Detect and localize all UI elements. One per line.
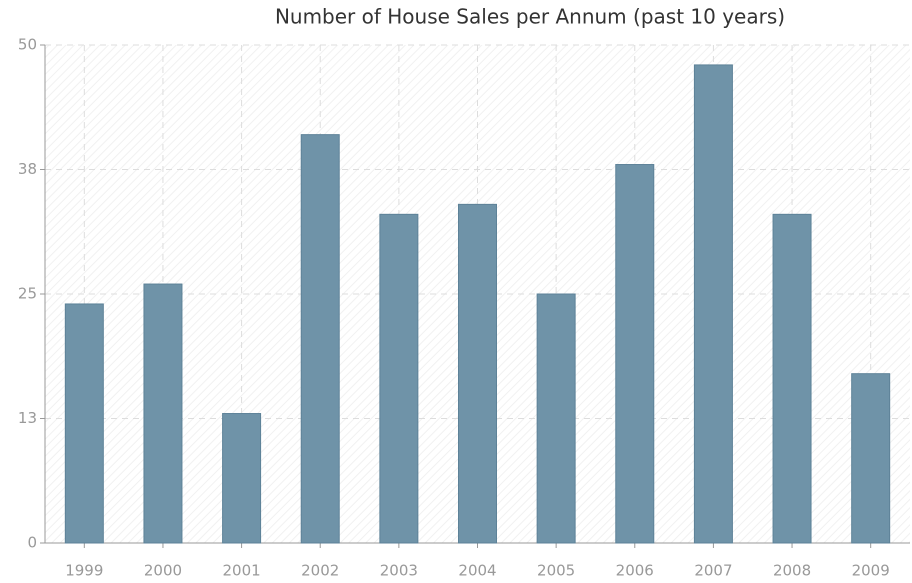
bar xyxy=(615,164,655,544)
x-tick-label: 2004 xyxy=(458,562,496,580)
x-tick-label: 2001 xyxy=(222,562,260,580)
bar xyxy=(64,303,104,544)
bar xyxy=(379,213,419,544)
chart-title: Number of House Sales per Annum (past 10… xyxy=(275,5,785,29)
x-tick-label: 2008 xyxy=(773,562,811,580)
y-tick-label: 25 xyxy=(18,285,37,303)
bar xyxy=(693,64,733,544)
bar xyxy=(851,373,891,544)
bar xyxy=(300,134,340,544)
y-tick-label: 50 xyxy=(18,36,37,54)
x-tick-label: 2006 xyxy=(616,562,654,580)
x-tick-label: 2003 xyxy=(380,562,418,580)
x-tick-label: 2009 xyxy=(852,562,890,580)
y-tick-label: 38 xyxy=(18,160,37,178)
x-tick-label: 1999 xyxy=(65,562,103,580)
x-tick-label: 2002 xyxy=(301,562,339,580)
y-tick-label: 13 xyxy=(18,409,37,427)
bar xyxy=(222,413,262,544)
bar xyxy=(458,203,497,544)
x-tick-label: 2007 xyxy=(694,562,732,580)
y-tick-label: 0 xyxy=(27,534,37,552)
bar xyxy=(536,293,576,544)
x-tick-label: 2000 xyxy=(144,562,182,580)
x-tick-label: 2005 xyxy=(537,562,575,580)
bar xyxy=(772,213,812,544)
bar xyxy=(143,283,183,544)
